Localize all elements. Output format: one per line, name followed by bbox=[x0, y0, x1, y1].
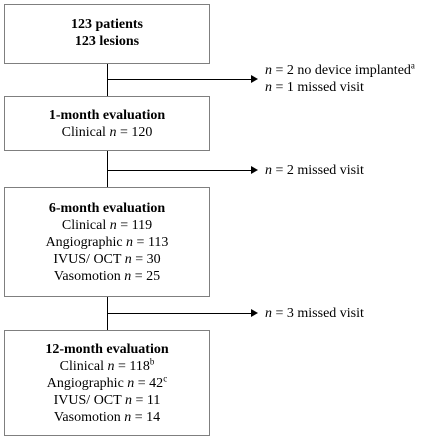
connector-start-month1 bbox=[107, 64, 108, 96]
month12-box: 12-month evaluation Clinical n = 118b An… bbox=[4, 330, 210, 436]
month1-title: 1-month evaluation bbox=[48, 108, 166, 123]
month1-row-clinical: Clinical n = 120 bbox=[61, 125, 153, 140]
exclusion-arrow-1-line bbox=[107, 79, 252, 80]
exclusion-arrow-1-head bbox=[251, 75, 258, 83]
month6-row-clinical: Clinical n = 119 bbox=[61, 218, 153, 233]
month6-row-vasomotion: Vasomotion n = 25 bbox=[53, 269, 161, 284]
month12-title: 12-month evaluation bbox=[45, 342, 169, 357]
month12-row-clinical: Clinical n = 118b bbox=[59, 356, 155, 374]
month6-row-ivus-oct: IVUS/ OCT n = 30 bbox=[53, 252, 161, 267]
month6-title: 6-month evaluation bbox=[48, 201, 166, 216]
exclusion-note-2: n = 2 missed visit bbox=[265, 163, 364, 178]
month12-row-ivus-oct: IVUS/ OCT n = 11 bbox=[53, 393, 161, 408]
lesions-count: 123 lesions bbox=[74, 34, 140, 49]
month12-row-vasomotion: Vasomotion n = 14 bbox=[53, 410, 161, 425]
exclusion-note-1-row-2: n = 1 missed visit bbox=[265, 80, 364, 95]
exclusion-arrow-3-head bbox=[251, 309, 258, 317]
exclusion-note-3: n = 3 missed visit bbox=[265, 306, 364, 321]
month12-row-angiographic: Angiographic n = 42c bbox=[46, 373, 168, 391]
month1-box: 1-month evaluation Clinical n = 120 bbox=[4, 96, 210, 151]
exclusion-note-1-row-1: n = 2 no device implanteda bbox=[265, 60, 415, 78]
connector-month1-month6 bbox=[107, 151, 108, 187]
month6-row-angiographic: Angiographic n = 113 bbox=[45, 235, 169, 250]
exclusion-note-1: n = 2 no device implanteda n = 1 missed … bbox=[265, 60, 415, 96]
month6-box: 6-month evaluation Clinical n = 119 Angi… bbox=[4, 187, 210, 297]
exclusion-arrow-2-line bbox=[107, 170, 252, 171]
enrollment-box: 123 patients 123 lesions bbox=[4, 4, 210, 64]
exclusion-arrow-3-line bbox=[107, 313, 252, 314]
exclusion-arrow-2-head bbox=[251, 166, 258, 174]
patients-count: 123 patients bbox=[71, 17, 143, 32]
